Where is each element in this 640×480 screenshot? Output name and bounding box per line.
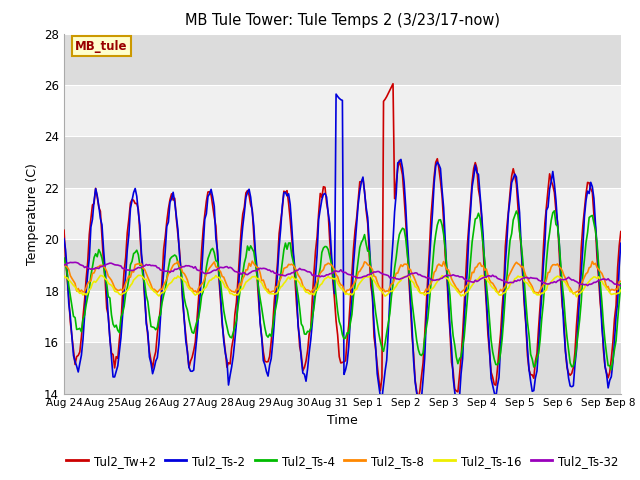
Bar	[64, 34, 621, 85]
Bar	[64, 240, 621, 291]
Bar	[64, 291, 621, 342]
X-axis label: Time: Time	[327, 414, 358, 427]
Legend: Tul2_Tw+2, Tul2_Ts-2, Tul2_Ts-4, Tul2_Ts-8, Tul2_Ts-16, Tul2_Ts-32: Tul2_Tw+2, Tul2_Ts-2, Tul2_Ts-4, Tul2_Ts…	[61, 450, 623, 472]
Text: MB_tule: MB_tule	[75, 40, 127, 53]
Y-axis label: Temperature (C): Temperature (C)	[26, 163, 38, 264]
Bar	[64, 85, 621, 136]
Title: MB Tule Tower: Tule Temps 2 (3/23/17-now): MB Tule Tower: Tule Temps 2 (3/23/17-now…	[185, 13, 500, 28]
Bar	[64, 136, 621, 188]
Bar	[64, 188, 621, 240]
Bar	[64, 342, 621, 394]
